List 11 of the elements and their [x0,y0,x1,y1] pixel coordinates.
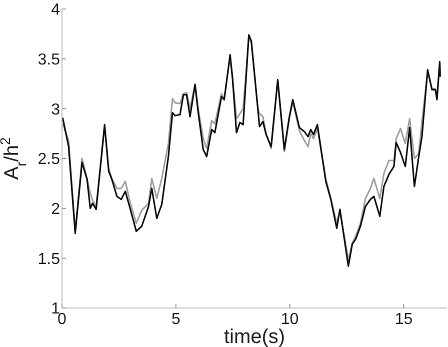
y-tick-label: 1.5 [38,250,60,268]
x-tick-label: 15 [394,311,413,328]
y-tick-label: 4 [51,2,60,19]
y-tick-label: 3 [51,101,60,118]
x-tick-label: 10 [280,311,299,328]
y-tick-label: 3.5 [38,51,60,68]
y-tick-label: 2.5 [38,151,60,168]
x-tick-label: 0 [58,311,67,328]
x-tick-label: 5 [171,311,180,328]
x-axis-title: time(s) [224,326,286,347]
y-tick-label: 2 [51,200,60,218]
